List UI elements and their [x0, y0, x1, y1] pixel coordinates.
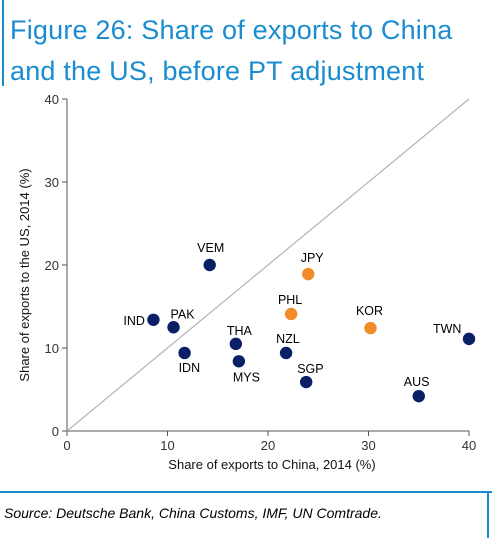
point-label-pak: PAK	[171, 307, 196, 321]
figure-title-line-1: Figure 26: Share of exports to China	[10, 15, 453, 45]
point-sgp	[299, 375, 313, 389]
x-tick-label: 20	[261, 438, 275, 453]
point-idn	[178, 346, 191, 360]
point-label-idn: IDN	[179, 361, 201, 375]
axes-group: 0 10 20 30 40 0 10 20 30 40 Share of exports to Ch…	[17, 92, 476, 472]
point-pak	[167, 321, 180, 334]
point-nzl	[279, 346, 293, 360]
point-kor	[364, 321, 377, 335]
point-label-nzl: NZL	[276, 332, 300, 346]
point-label-phl: PHL	[278, 293, 302, 307]
source-note: Source: Deutsche Bank, China Customs, IM…	[4, 505, 382, 521]
point-ind	[147, 313, 160, 326]
labels-group: VEM JPY PHL KOR IND PAK THA NZL TWN IDN MYS SGP AUS	[123, 241, 461, 389]
point-label-aus: AUS	[404, 375, 430, 389]
point-aus	[412, 389, 425, 403]
point-mys	[232, 355, 246, 368]
figure-title-line-2: and the US, before PT adjustment	[10, 56, 425, 86]
x-tick-label: 0	[63, 438, 70, 453]
point-tha	[229, 337, 243, 351]
point-label-twn: TWN	[433, 322, 461, 336]
point-label-sgp: SGP	[297, 362, 323, 376]
x-tick-label: 30	[361, 438, 375, 453]
source-rule-right	[487, 493, 489, 538]
scatter-chart: 0 10 20 30 40 0 10 20 30 40 Share of exports to Ch…	[17, 92, 476, 472]
point-label-vem: VEM	[197, 241, 224, 255]
point-label-tha: THA	[227, 324, 253, 338]
point-twn	[462, 332, 476, 346]
title-accent-rule	[2, 0, 4, 86]
point-vem	[203, 258, 216, 272]
point-label-jpy: JPY	[301, 251, 325, 265]
chart-container: 0 10 20 30 40 0 10 20 30 40 Share of exports to Ch…	[0, 88, 492, 488]
y-tick-label: 10	[45, 341, 59, 356]
y-tick-label: 30	[45, 175, 59, 190]
point-jpy	[302, 267, 315, 281]
point-label-ind: IND	[123, 314, 145, 328]
y-tick-label: 20	[45, 258, 59, 273]
x-tick-label: 10	[160, 438, 174, 453]
point-label-kor: KOR	[356, 304, 383, 318]
y-axis-title: Share of exports to the US, 2014 (%)	[17, 168, 32, 381]
figure-title: Figure 26: Share of exports to China and…	[10, 10, 488, 92]
source-rule	[0, 491, 492, 493]
point-phl	[284, 307, 298, 321]
x-axis-title: Share of exports to China, 2014 (%)	[168, 457, 375, 472]
y-tick-label: 0	[52, 424, 59, 439]
point-label-mys: MYS	[233, 370, 260, 384]
y-tick-label: 40	[45, 92, 59, 107]
reference-line	[66, 98, 470, 432]
marks-group	[147, 258, 476, 403]
x-tick-label: 40	[462, 438, 476, 453]
